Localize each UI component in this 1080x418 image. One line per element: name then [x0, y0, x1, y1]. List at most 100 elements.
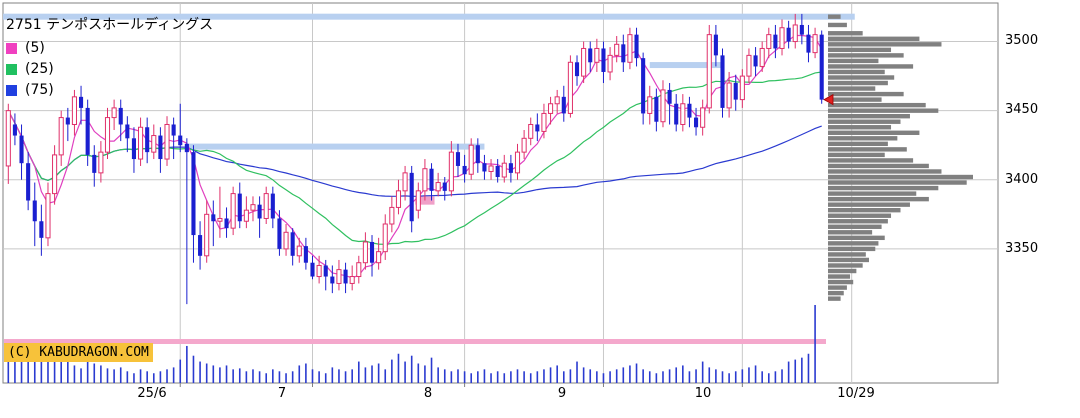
candle-body-down — [654, 96, 659, 122]
volume-bar — [543, 369, 545, 383]
volume-bar — [159, 371, 162, 383]
volume-bar — [119, 367, 122, 383]
price-profile-bar — [828, 136, 898, 141]
price-profile-bar — [828, 113, 910, 119]
candle-body-up — [680, 103, 686, 125]
candle-body-down — [753, 55, 758, 67]
candle-body-down — [369, 241, 375, 263]
candle-body-up — [356, 262, 362, 278]
candle-body-up — [779, 27, 785, 49]
candle-body-up — [660, 89, 666, 123]
candle-body-down — [462, 165, 467, 175]
volume-bar — [728, 373, 730, 383]
candle-body-up — [395, 190, 402, 208]
volume-bar — [371, 365, 373, 383]
price-profile-bar — [828, 296, 841, 301]
ma5-line — [7, 34, 823, 279]
price-profile-bar — [828, 213, 892, 218]
candle-body-up — [52, 154, 58, 195]
volume-bar — [272, 369, 274, 383]
volume-bar — [404, 361, 406, 383]
volume-bar — [384, 369, 387, 383]
volume-bar — [549, 367, 552, 383]
candle-body-up — [501, 162, 507, 178]
candle-body-up — [548, 103, 554, 114]
candle-body-down — [26, 163, 31, 201]
volume-bar — [192, 355, 195, 383]
candle-body-down — [799, 24, 804, 35]
price-profile-bar — [828, 102, 926, 108]
volume-bar — [133, 373, 135, 383]
volume-bar — [265, 373, 268, 383]
price-profile-bar — [828, 130, 920, 135]
legend-item-ma5: (5) — [6, 38, 54, 59]
volume-bar — [708, 367, 711, 383]
candle-body-up — [104, 117, 111, 153]
chart-title: 2751 テンポスホールディングス — [6, 17, 214, 33]
volume-bar — [338, 369, 340, 383]
candle-body-down — [409, 172, 414, 222]
volume-bar — [787, 361, 790, 383]
volume-bar — [20, 355, 23, 383]
volume-bar — [106, 368, 109, 383]
volume-bar — [298, 365, 301, 383]
price-profile-bar — [828, 290, 844, 296]
price-profile-bar — [828, 274, 851, 279]
candle-body-down — [19, 135, 24, 164]
candle-body-up — [700, 107, 706, 128]
price-profile-bar — [828, 191, 917, 196]
volume-bar — [688, 371, 691, 383]
volume-bar — [331, 367, 334, 383]
candle-body-up — [138, 126, 144, 160]
price-profile-bar — [828, 58, 879, 64]
candle-body-up — [98, 151, 104, 174]
x-tick-jul: 7 — [277, 386, 287, 401]
volume-bar — [139, 369, 142, 383]
candle-body-down — [237, 193, 242, 222]
candle-body-up — [316, 264, 322, 278]
price-profile-bar — [828, 268, 857, 274]
volume-bar — [152, 373, 155, 383]
volume-bar — [351, 369, 353, 383]
candle-body-down — [277, 218, 282, 249]
volume-bar — [503, 373, 506, 383]
volume-bar — [27, 348, 29, 383]
volume-bar — [166, 369, 168, 383]
volume-bar — [67, 353, 69, 383]
price-profile-bar — [828, 169, 942, 174]
supply-band — [3, 13, 855, 20]
credit-band — [4, 339, 826, 344]
price-profile-bar — [828, 108, 939, 113]
candle-body-up — [726, 82, 732, 109]
candle-body-up — [230, 193, 236, 229]
candle-body-down — [125, 124, 130, 139]
volume-bar — [179, 359, 182, 383]
volume-bar — [113, 369, 115, 383]
candle-body-up — [766, 34, 772, 49]
volume-bar — [562, 371, 565, 383]
price-profile-bar — [828, 257, 869, 263]
candle-body-down — [211, 214, 216, 222]
volume-bar — [291, 371, 294, 383]
candle-body-down — [343, 269, 348, 284]
candle-body-up — [263, 193, 269, 219]
candle-body-down — [310, 262, 315, 277]
candle-body-up — [581, 47, 587, 77]
volume-bar — [212, 365, 215, 383]
volume-bar — [701, 361, 704, 383]
volume-bar — [60, 355, 63, 383]
candle-body-down — [270, 193, 275, 219]
candle-body-down — [290, 232, 295, 256]
price-profile-bar — [828, 31, 863, 36]
candle-body-up — [435, 182, 441, 192]
price-profile-bar — [828, 180, 967, 185]
x-tick-jun: 25/6 — [137, 386, 167, 401]
y-tick-3500: 3500 — [1005, 33, 1039, 48]
volume-bar — [285, 373, 287, 383]
candle-body-up — [647, 96, 653, 114]
volume-bar — [668, 369, 671, 383]
x-tick-sep: 9 — [557, 386, 567, 401]
volume-bar — [477, 371, 479, 383]
